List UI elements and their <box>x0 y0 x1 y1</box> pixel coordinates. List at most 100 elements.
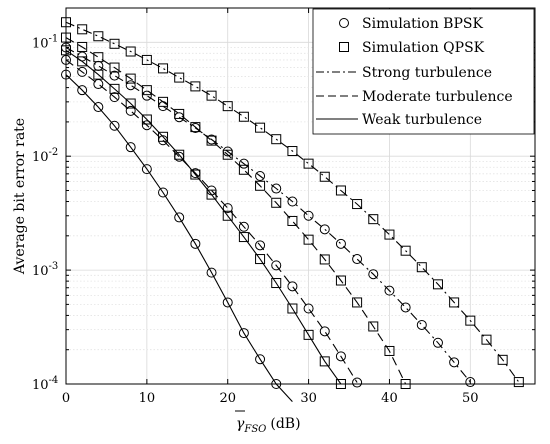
data-point-square <box>400 245 411 256</box>
data-point-square <box>255 254 266 265</box>
data-point-square <box>287 215 298 226</box>
data-point-circle <box>206 185 217 196</box>
data-point-circle <box>222 146 233 157</box>
x-tick-label: 10 <box>139 391 156 406</box>
legend-marker-square <box>339 42 349 52</box>
data-point-square <box>125 46 136 57</box>
data-point-circle <box>190 238 201 249</box>
x-axis-label-unit: (dB) <box>270 416 300 432</box>
data-point-square <box>384 345 395 356</box>
series-line-qpsk-strong <box>65 21 520 383</box>
data-point-square <box>238 164 249 175</box>
data-point-circle <box>158 187 169 198</box>
data-point-square <box>271 134 282 145</box>
data-point-square <box>109 38 120 49</box>
y-tick-labels: 10-1 10-2 10-3 10-4 <box>32 33 58 393</box>
data-point-square <box>335 275 346 286</box>
x-tick-label: 40 <box>381 391 398 406</box>
data-point-circle <box>432 337 443 348</box>
y-axis-label: Average bit error rate <box>12 118 28 275</box>
data-point-square <box>352 297 363 308</box>
data-point-square <box>513 377 524 388</box>
data-point-circle <box>255 354 266 365</box>
data-point-square <box>368 214 379 225</box>
data-point-circle <box>287 281 298 292</box>
svg-text:γFSO(dB): γFSO (dB) <box>236 416 301 435</box>
data-point-square <box>141 85 152 96</box>
x-tick-label: 20 <box>219 391 236 406</box>
data-point-circle <box>352 377 363 388</box>
legend-label: Moderate turbulence <box>362 89 513 105</box>
data-point-square <box>465 315 476 326</box>
series-line-bpsk-moderate <box>65 59 358 383</box>
data-point-circle <box>93 60 104 71</box>
data-point-square <box>206 90 217 101</box>
data-point-square <box>271 278 282 289</box>
data-point-square <box>222 101 233 112</box>
data-point-square <box>174 72 185 83</box>
data-point-circle <box>190 168 201 179</box>
plot-frame <box>65 7 536 385</box>
data-point-circle <box>206 134 217 145</box>
data-point-square <box>416 262 427 273</box>
data-point-square <box>384 229 395 240</box>
legend-label: Simulation QPSK <box>362 40 485 56</box>
data-point-square <box>303 329 314 340</box>
data-point-circle <box>368 269 379 280</box>
legend-label: Weak turbulence <box>362 112 482 128</box>
series-line-bpsk-weak <box>65 74 293 402</box>
data-point-circle <box>303 303 314 314</box>
data-point-circle <box>141 120 152 131</box>
y-tick-label: 10-1 <box>32 33 58 51</box>
data-point-square <box>319 254 330 265</box>
data-point-circle <box>319 326 330 337</box>
data-point-circle <box>384 285 395 296</box>
data-point-circle <box>238 221 249 232</box>
legend: Simulation BPSK Simulation QPSK Strong t… <box>312 8 535 135</box>
data-point-square <box>481 334 492 345</box>
data-point-square <box>109 83 120 94</box>
data-point-square <box>352 199 363 210</box>
data-point-square <box>303 234 314 245</box>
legend-label: Strong turbulence <box>362 65 492 81</box>
data-point-square <box>222 149 233 160</box>
data-point-circle <box>271 260 282 271</box>
x-tick-labels: 0 10 20 30 40 50 <box>62 391 479 406</box>
data-point-circle <box>255 171 266 182</box>
data-point-square <box>174 108 185 119</box>
data-point-square <box>255 180 266 191</box>
data-point-circle <box>303 210 314 221</box>
data-point-square <box>238 232 249 243</box>
data-point-square <box>109 62 120 73</box>
legend-marker-circle <box>339 18 349 28</box>
data-point-circle <box>319 224 330 235</box>
data-point-square <box>319 171 330 182</box>
data-point-circle <box>174 112 185 123</box>
data-point-square <box>206 189 217 200</box>
series-line-bpsk-strong <box>65 47 471 383</box>
data-point-circle <box>287 196 298 207</box>
x-tick-label: 0 <box>62 391 70 406</box>
x-axis-label-subscript: FSO <box>243 424 266 435</box>
data-point-square <box>319 356 330 367</box>
data-point-square <box>432 279 443 290</box>
data-point-circle <box>141 164 152 175</box>
data-point-circle <box>125 80 136 91</box>
data-point-circle <box>109 70 120 81</box>
data-point-square <box>125 98 136 109</box>
data-point-circle <box>158 135 169 146</box>
data-point-circle <box>125 105 136 116</box>
data-point-circle <box>238 328 249 339</box>
data-point-square <box>158 131 169 142</box>
data-point-square <box>271 197 282 208</box>
data-point-circle <box>352 254 363 265</box>
data-point-circle <box>400 302 411 313</box>
data-point-circle <box>77 85 88 96</box>
data-point-square <box>77 56 88 67</box>
y-tick-label: 10-4 <box>32 375 58 393</box>
data-point-circle <box>335 238 346 249</box>
data-point-circle <box>77 51 88 62</box>
data-point-square <box>287 303 298 314</box>
data-point-square <box>158 96 169 107</box>
data-point-square <box>497 354 508 365</box>
